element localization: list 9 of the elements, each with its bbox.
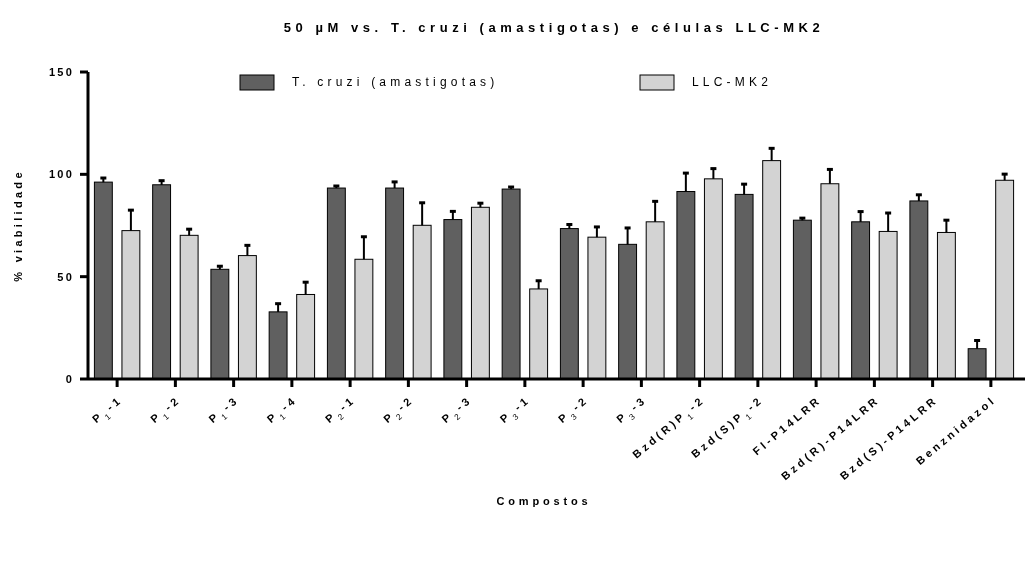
y-tick-label: 150: [49, 65, 74, 78]
y-axis-title: % viabilidade: [12, 169, 24, 282]
y-tick-label: 100: [49, 168, 74, 181]
y-tick-label: 50: [57, 270, 74, 283]
y-tick-label: 0: [65, 372, 74, 385]
legend-label: T. cruzi (amastigotas): [292, 75, 499, 90]
x-axis-title: Compostos: [496, 495, 592, 507]
chart-title: 50 µM vs. T. cruzi (amastigotas) e células LLC-MK2: [283, 20, 825, 35]
legend-label: LLC-MK2: [692, 75, 773, 90]
